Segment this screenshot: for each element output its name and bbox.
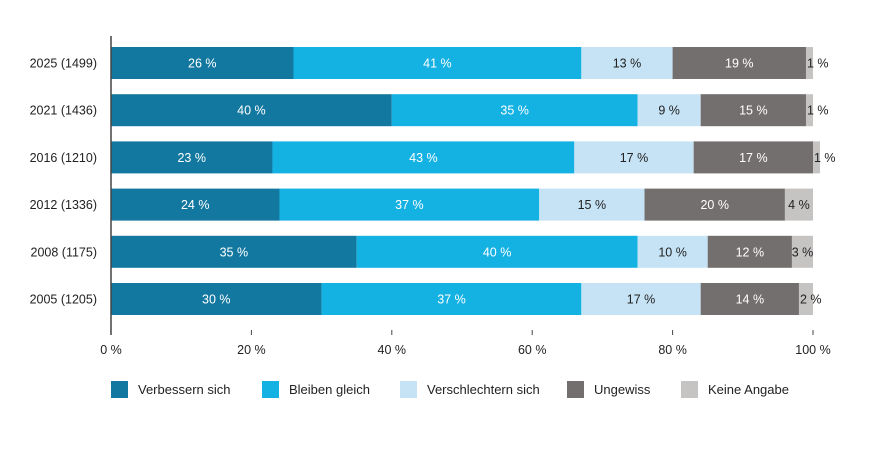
data-label: 19 % [725, 57, 754, 71]
bar-segment [391, 94, 638, 127]
data-label: 3 % [792, 245, 814, 259]
legend-label: Bleiben gleich [289, 382, 370, 397]
data-label: 37 % [395, 198, 424, 212]
bar-segment [111, 94, 392, 127]
data-label: 40 % [483, 245, 512, 259]
category-label: 2005 (1205) [30, 293, 97, 307]
legend-swatch [567, 381, 584, 398]
legend-label: Ungewiss [594, 382, 651, 397]
legend: Verbessern sich Bleiben gleich Verschlecht… [0, 381, 876, 401]
bar-segment [637, 235, 708, 268]
bar-segment [581, 283, 701, 315]
legend-label: Keine Angabe [708, 382, 789, 397]
bar-segment [111, 141, 273, 174]
bar-segment [798, 283, 813, 315]
bar-segment [111, 188, 280, 221]
data-label: 12 % [736, 245, 765, 259]
data-label: 35 % [220, 245, 249, 259]
bar-segment [644, 188, 785, 221]
data-label: 9 % [658, 104, 680, 118]
legend-item: Verbessern sich [111, 381, 231, 398]
stacked-bar-chart: 2025 (1499) 26 % 41 % 13 % 19 % 1 % 2021 (1436… [30, 36, 836, 357]
x-tick-label: 40 % [378, 343, 407, 357]
bar-segment [637, 94, 701, 127]
data-label: 1 % [807, 57, 829, 71]
data-label: 24 % [181, 198, 210, 212]
x-tick-label: 80 % [658, 343, 687, 357]
bar-segment [791, 235, 813, 268]
legend-item: Keine Angabe [681, 381, 789, 398]
data-label: 23 % [177, 151, 206, 165]
bar-segment [813, 141, 821, 174]
bar-segment [700, 94, 806, 127]
legend-item: Ungewiss [567, 381, 650, 398]
bar-segment [805, 47, 813, 79]
data-label: 20 % [700, 198, 729, 212]
legend-swatch [400, 381, 417, 398]
data-label: 17 % [627, 293, 656, 307]
bar-segment [356, 235, 638, 268]
category-label: 2025 (1499) [30, 57, 97, 71]
data-label: 15 % [578, 198, 607, 212]
data-label: 13 % [613, 57, 642, 71]
data-label: 26 % [188, 57, 217, 71]
bar-segment [539, 188, 645, 221]
data-label: 17 % [620, 151, 649, 165]
bar-segment [272, 141, 575, 174]
bar-segment [700, 283, 799, 315]
legend-item: Bleiben gleich [262, 381, 370, 398]
data-label: 37 % [437, 293, 466, 307]
bar-segment [321, 283, 582, 315]
bar-segment [293, 47, 582, 79]
category-label: 2012 (1336) [30, 198, 97, 212]
data-label: 43 % [409, 151, 438, 165]
legend-label: Verschlechtern sich [427, 382, 540, 397]
data-label: 10 % [658, 245, 687, 259]
bar-segment [784, 188, 813, 221]
x-tick-label: 60 % [518, 343, 547, 357]
bar-segment [111, 235, 357, 268]
bar-segment [111, 283, 322, 315]
legend-label: Verbessern sich [138, 382, 231, 397]
data-label: 4 % [788, 198, 810, 212]
x-tick-label: 100 % [795, 343, 830, 357]
category-label: 2021 (1436) [30, 104, 97, 118]
bar-segment [707, 235, 792, 268]
data-label: 2 % [800, 293, 822, 307]
data-label: 35 % [500, 104, 529, 118]
data-label: 15 % [739, 104, 768, 118]
legend-swatch [111, 381, 128, 398]
x-tick-label: 0 % [100, 343, 122, 357]
data-label: 17 % [739, 151, 768, 165]
data-label: 30 % [202, 293, 231, 307]
bar-segment [672, 47, 806, 79]
data-label: 14 % [736, 293, 765, 307]
legend-swatch [681, 381, 698, 398]
data-label: 1 % [814, 151, 836, 165]
bar-segment [111, 47, 294, 79]
category-label: 2008 (1175) [31, 245, 98, 259]
data-label: 1 % [807, 104, 829, 118]
data-label: 40 % [237, 104, 266, 118]
data-label: 41 % [423, 57, 452, 71]
legend-item: Verschlechtern sich [400, 381, 540, 398]
bar-segment [693, 141, 813, 174]
legend-swatch [262, 381, 279, 398]
bar-segment [805, 94, 813, 127]
bar-segment [279, 188, 540, 221]
category-label: 2016 (1210) [30, 151, 97, 165]
bar-segment [574, 141, 694, 174]
bar-segment [581, 47, 673, 79]
x-tick-label: 20 % [237, 343, 266, 357]
